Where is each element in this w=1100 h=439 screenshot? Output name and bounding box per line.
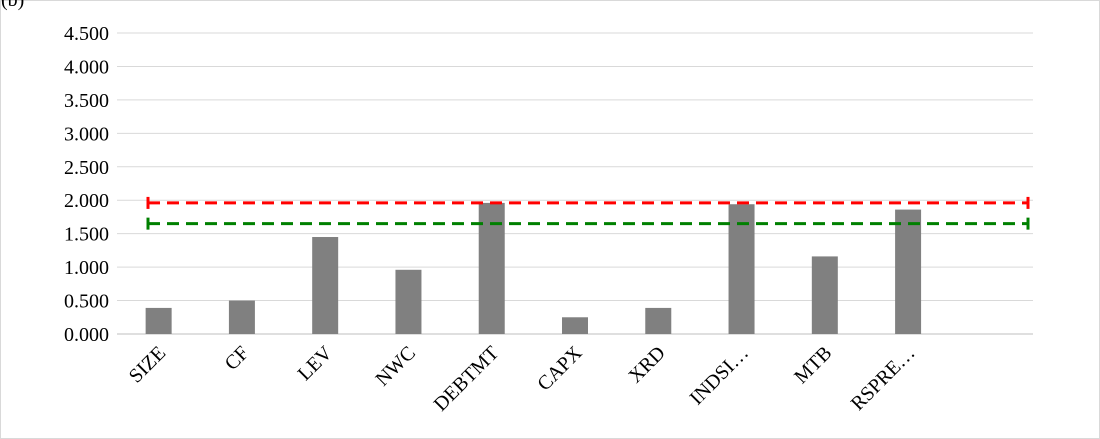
- y-tick-label: 2.500: [64, 157, 109, 179]
- x-tick-label: SIZE: [125, 342, 170, 387]
- y-tick-label: 4.000: [64, 56, 109, 78]
- bar-lev: [312, 237, 339, 334]
- bar-xrd: [645, 307, 672, 334]
- bar-mtb: [811, 256, 838, 334]
- bar-rspre: [895, 209, 922, 334]
- bar-size: [145, 307, 172, 334]
- x-tick-label: MTB: [790, 342, 836, 388]
- y-tick-label: 3.500: [64, 90, 109, 112]
- reference-lines: [146, 196, 1030, 230]
- y-tick-label: 0.500: [64, 291, 109, 313]
- x-tick-label: RSPRE…: [847, 342, 920, 415]
- x-tick-label: INDSI…: [686, 342, 753, 409]
- bar-cf: [228, 300, 255, 334]
- bars: [145, 202, 922, 334]
- x-tick-label: LEV: [294, 342, 337, 385]
- x-axis-ticks: SIZE CF LEV NWC DEBTMT CAPX XRD INDSI… MTB RSPRE…: [125, 342, 920, 416]
- x-tick-label: CAPX: [533, 342, 587, 396]
- x-tick-label: DEBTMT: [430, 342, 504, 416]
- y-tick-label: 1.500: [64, 224, 109, 246]
- x-tick-label: NWC: [371, 342, 420, 391]
- y-tick-label: 0.000: [64, 324, 109, 346]
- y-tick-label: 4.500: [64, 23, 109, 45]
- y-tick-label: 3.000: [64, 123, 109, 145]
- y-tick-label: 1.000: [64, 257, 109, 279]
- x-tick-label: CF: [221, 342, 254, 375]
- panel-label: (b): [1, 0, 25, 11]
- y-axis-ticks: 0.000 0.500 1.000 1.500 2.000 2.500 3.000 3.500…: [64, 23, 109, 346]
- bar-nwc: [395, 269, 422, 334]
- bar-indsi: [728, 204, 755, 334]
- y-tick-label: 2.000: [64, 190, 109, 212]
- x-tick-label: XRD: [624, 342, 669, 387]
- bar-capx: [562, 317, 588, 334]
